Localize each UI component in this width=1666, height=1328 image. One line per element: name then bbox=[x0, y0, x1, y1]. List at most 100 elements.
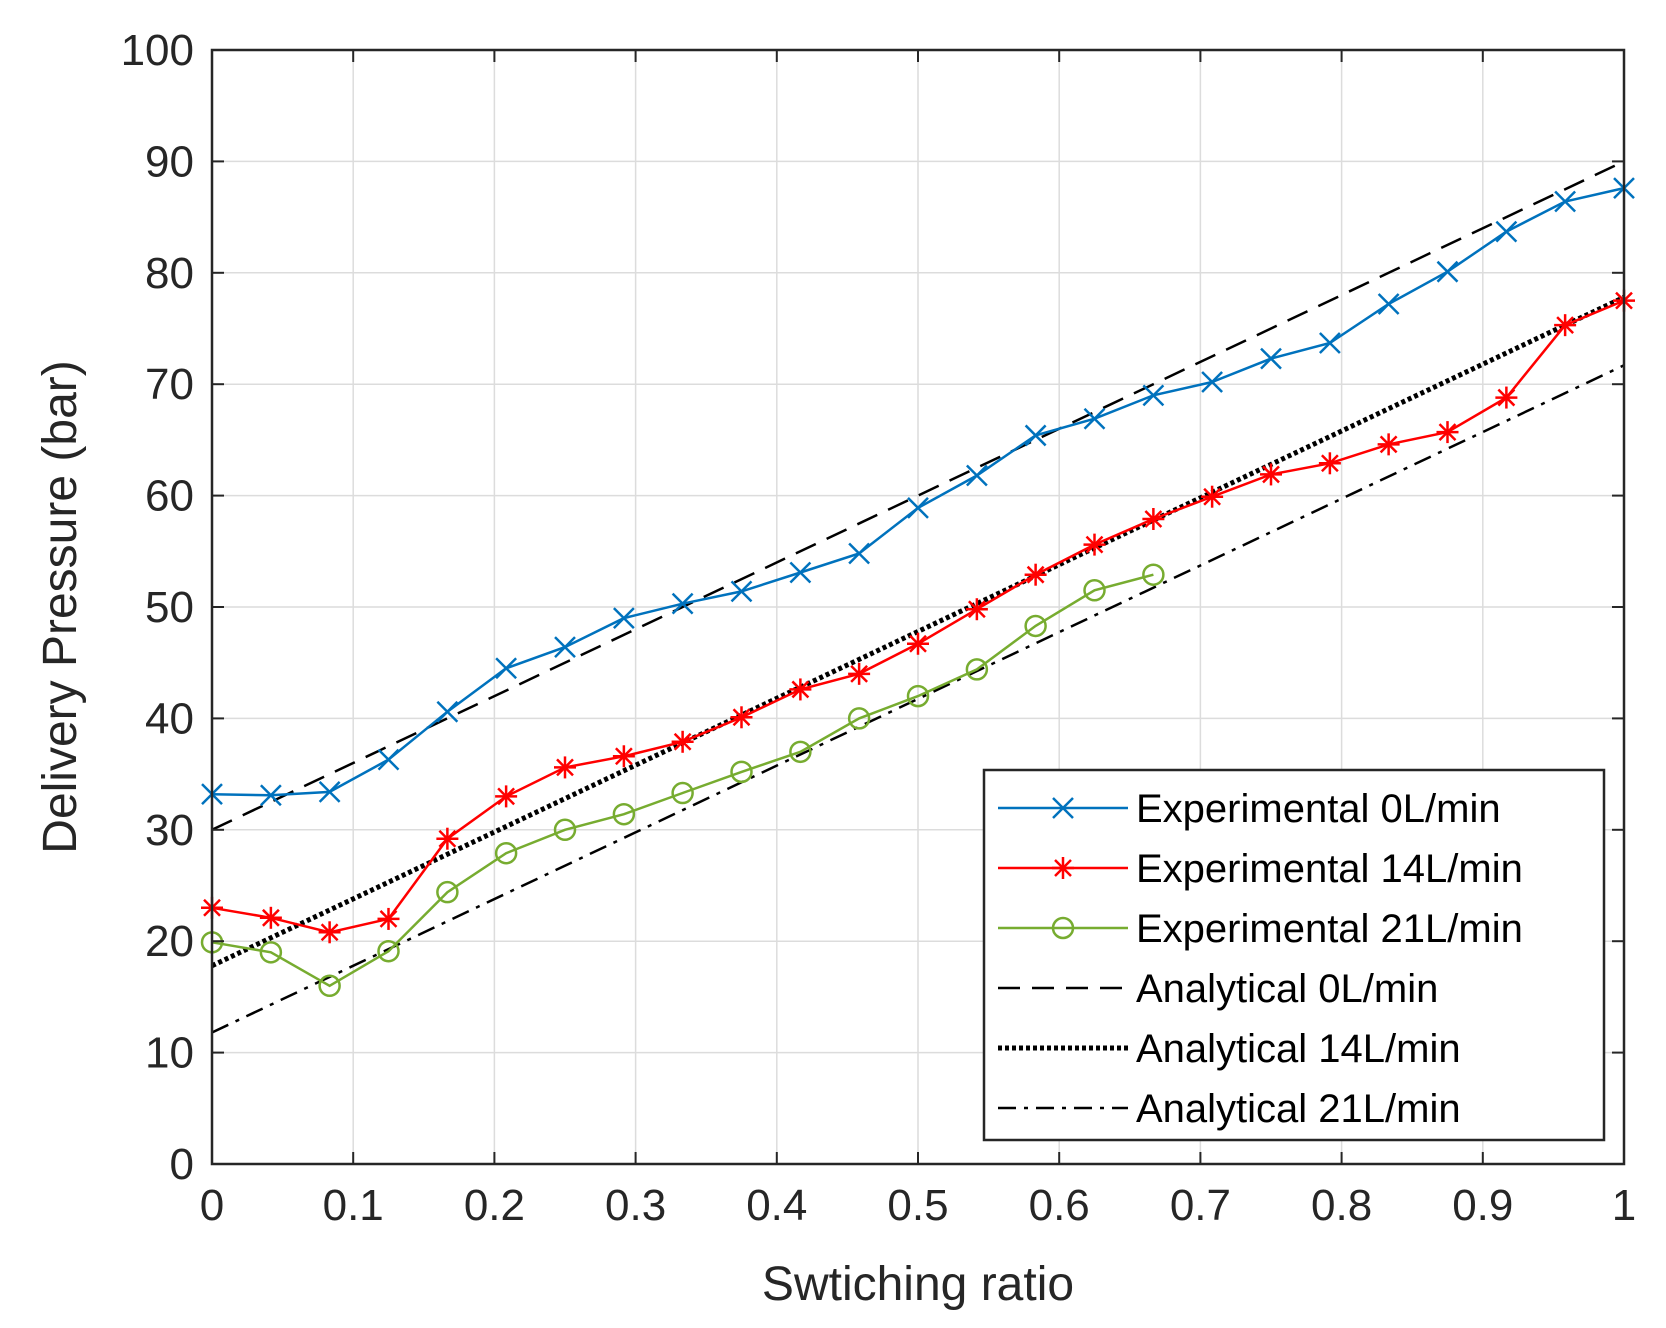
data-point bbox=[1083, 533, 1106, 556]
data-point bbox=[789, 678, 812, 701]
data-point bbox=[494, 841, 518, 865]
data-point bbox=[848, 662, 871, 685]
legend-item: Analytical 21L/min bbox=[998, 1087, 1461, 1131]
legend-marker bbox=[1052, 857, 1074, 879]
x-tick-label: 0.7 bbox=[1170, 1181, 1231, 1230]
series-line bbox=[211, 160, 1625, 831]
axis-ticks: 0 0.1 0.2 0.3 0.4 0.5 0.6 0.7 0.8 0.9 101020304050… bbox=[121, 26, 1637, 1230]
legend-box bbox=[982, 768, 1606, 1142]
data-point bbox=[1377, 293, 1400, 315]
data-point bbox=[612, 802, 636, 826]
data-point bbox=[436, 700, 459, 723]
data-point bbox=[1024, 424, 1047, 447]
legend-item: Experimental 21L/min bbox=[998, 907, 1523, 951]
y-tick-label: 50 bbox=[145, 583, 194, 632]
x-axis-label: Swtiching ratio bbox=[762, 1258, 1074, 1311]
data-point bbox=[671, 730, 694, 753]
x-tick-label: 0.5 bbox=[887, 1181, 948, 1230]
series-experimental-21l-min bbox=[200, 563, 1165, 998]
legend: Experimental 0L/min Experimental 14L/min E… bbox=[982, 768, 1606, 1142]
legend-item: Analytical 14L/min bbox=[998, 1027, 1461, 1071]
data-point bbox=[1260, 347, 1282, 370]
legend-label: Experimental 0L/min bbox=[1136, 787, 1501, 831]
data-point bbox=[553, 818, 577, 842]
data-point bbox=[612, 745, 635, 768]
y-tick-label: 90 bbox=[145, 137, 194, 186]
legend-label: Analytical 0L/min bbox=[1136, 967, 1438, 1011]
data-point bbox=[1318, 452, 1341, 475]
data-point bbox=[554, 756, 576, 779]
data-point bbox=[259, 784, 282, 807]
data-point bbox=[377, 907, 400, 930]
series-analytical-0l-min bbox=[211, 160, 1625, 831]
legend-item: Experimental 14L/min bbox=[998, 847, 1523, 891]
data-point bbox=[1436, 260, 1459, 283]
series-line bbox=[210, 295, 1626, 968]
legend-label: Analytical 21L/min bbox=[1136, 1087, 1461, 1131]
series-line bbox=[211, 573, 1154, 988]
data-point bbox=[789, 740, 812, 764]
data-point bbox=[847, 707, 871, 730]
data-point bbox=[671, 781, 694, 805]
series-experimental-0l-min bbox=[201, 177, 1635, 807]
x-tick-label: 0.6 bbox=[1029, 1181, 1090, 1230]
legend-label: Experimental 14L/min bbox=[1136, 847, 1523, 891]
y-tick-label: 80 bbox=[145, 249, 194, 298]
data-point bbox=[1554, 190, 1577, 213]
x-tick-label: 0.8 bbox=[1311, 1181, 1372, 1230]
legend-label: Analytical 14L/min bbox=[1136, 1027, 1461, 1071]
data-point bbox=[1083, 407, 1106, 430]
data-point bbox=[495, 785, 518, 808]
legend-item: Analytical 0L/min bbox=[998, 967, 1438, 1011]
data-point bbox=[1142, 563, 1165, 586]
x-tick-label: 0.1 bbox=[323, 1181, 384, 1230]
x-tick-label: 0.3 bbox=[605, 1181, 666, 1230]
data-point bbox=[1436, 421, 1459, 444]
data-point bbox=[965, 658, 989, 681]
series-layer bbox=[200, 160, 1635, 1034]
data-point bbox=[730, 706, 753, 729]
data-point bbox=[259, 906, 282, 929]
legend-label: Experimental 21L/min bbox=[1136, 907, 1523, 951]
x-tick-label: 0.4 bbox=[746, 1181, 807, 1230]
data-point bbox=[377, 748, 400, 771]
data-point bbox=[1495, 386, 1518, 409]
data-point bbox=[1554, 314, 1577, 337]
data-point bbox=[554, 636, 576, 658]
y-tick-label: 60 bbox=[145, 472, 194, 521]
data-point bbox=[1318, 332, 1341, 354]
data-point bbox=[1024, 563, 1047, 586]
series-analytical-21l-min bbox=[211, 364, 1625, 1034]
y-axis-label: Delivery Pressure (bar) bbox=[34, 360, 87, 853]
data-point bbox=[907, 496, 929, 519]
data-point bbox=[318, 974, 341, 998]
data-point bbox=[377, 939, 400, 963]
data-point bbox=[1142, 507, 1165, 530]
data-point bbox=[906, 684, 930, 708]
data-point bbox=[1024, 614, 1047, 638]
data-point bbox=[730, 760, 753, 784]
data-point bbox=[1142, 384, 1165, 407]
data-point bbox=[436, 880, 459, 904]
data-point bbox=[436, 827, 459, 850]
data-point bbox=[848, 542, 871, 565]
data-point bbox=[1377, 433, 1400, 456]
data-point bbox=[1260, 463, 1282, 486]
y-tick-label: 10 bbox=[145, 1029, 194, 1078]
data-point bbox=[965, 598, 988, 621]
data-point bbox=[495, 657, 518, 680]
data-point bbox=[671, 592, 694, 615]
y-tick-label: 20 bbox=[145, 917, 194, 966]
y-tick-label: 100 bbox=[121, 26, 194, 75]
data-point bbox=[1201, 371, 1224, 393]
legend-marker bbox=[1051, 916, 1075, 940]
y-tick-label: 0 bbox=[170, 1140, 194, 1189]
data-point bbox=[907, 632, 929, 655]
data-point bbox=[965, 464, 988, 487]
data-point bbox=[612, 607, 635, 630]
data-point bbox=[789, 561, 812, 584]
legend-item: Experimental 0L/min bbox=[998, 787, 1501, 831]
legend-marker bbox=[1052, 797, 1074, 819]
data-point bbox=[1495, 220, 1518, 243]
